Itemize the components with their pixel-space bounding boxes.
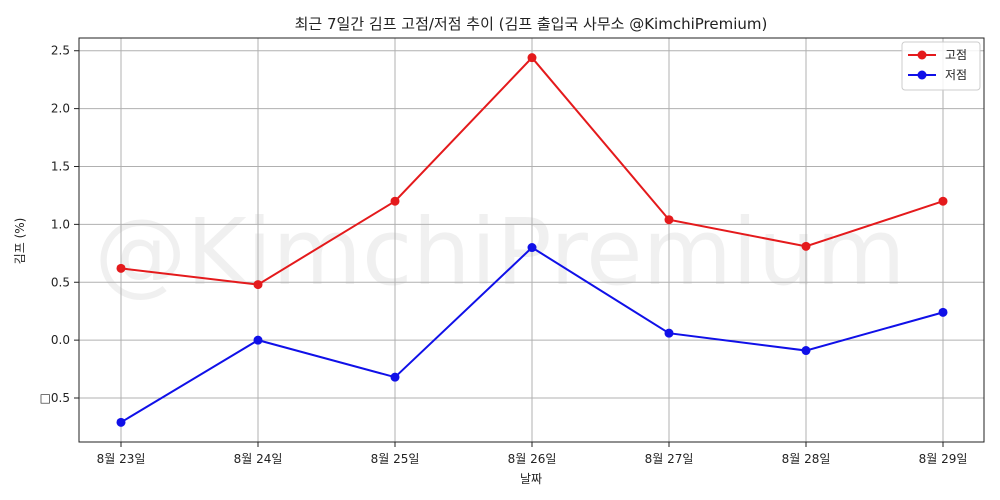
x-axis-ticks: 8월 23일 8월 24일 8월 25일 8월 26일 8월 27일 8월 28일 8월 2… <box>97 442 968 466</box>
x-tick-label: 8월 24일 <box>234 452 283 466</box>
x-tick-label: 8월 27일 <box>645 452 694 466</box>
y-axis-label: 김프 (%) <box>13 218 27 265</box>
data-point <box>116 263 126 273</box>
legend-label-low: 저점 <box>945 68 967 82</box>
y-tick-label: 2.0 <box>51 102 70 116</box>
series-high <box>116 53 948 290</box>
watermark-text: @KimchiPremium <box>94 199 905 306</box>
data-point <box>938 307 948 317</box>
grid <box>79 38 984 442</box>
data-point <box>801 346 811 356</box>
y-tick-label: □0.5 <box>40 391 70 405</box>
series-low <box>116 243 948 427</box>
x-tick-label: 8월 29일 <box>919 452 968 466</box>
x-tick-label: 8월 28일 <box>782 452 831 466</box>
chart-title: 최근 7일간 김프 고점/저점 추이 (김프 출입국 사무소 @KimchiPr… <box>295 15 768 33</box>
y-tick-label: 1.5 <box>51 159 70 173</box>
data-point <box>527 53 537 63</box>
data-point <box>527 243 537 253</box>
y-tick-label: 2.5 <box>51 44 70 58</box>
x-tick-label: 8월 25일 <box>371 452 420 466</box>
data-point <box>116 417 126 427</box>
x-axis-label: 날짜 <box>520 472 542 486</box>
x-tick-label: 8월 23일 <box>97 452 146 466</box>
y-tick-label: 1.0 <box>51 217 70 231</box>
y-tick-label: 0.0 <box>51 333 70 347</box>
data-point <box>664 328 674 338</box>
chart-legend: 고점 저점 <box>901 41 981 91</box>
legend-box <box>901 41 981 91</box>
data-point <box>253 280 263 290</box>
legend-marker-low <box>917 70 927 80</box>
legend-label-high: 고점 <box>945 48 967 62</box>
x-tick-label: 8월 26일 <box>508 452 557 466</box>
data-point <box>253 335 263 345</box>
data-point <box>664 215 674 225</box>
series-layer <box>116 53 948 427</box>
y-tick-label: 0.5 <box>51 275 70 289</box>
data-point <box>390 196 400 206</box>
data-point <box>390 372 400 382</box>
data-point <box>938 196 948 206</box>
data-point <box>801 241 811 251</box>
y-axis-ticks: □0.5 0.0 0.5 1.0 1.5 2.0 2.5 <box>40 44 79 405</box>
legend-marker-high <box>917 50 927 60</box>
